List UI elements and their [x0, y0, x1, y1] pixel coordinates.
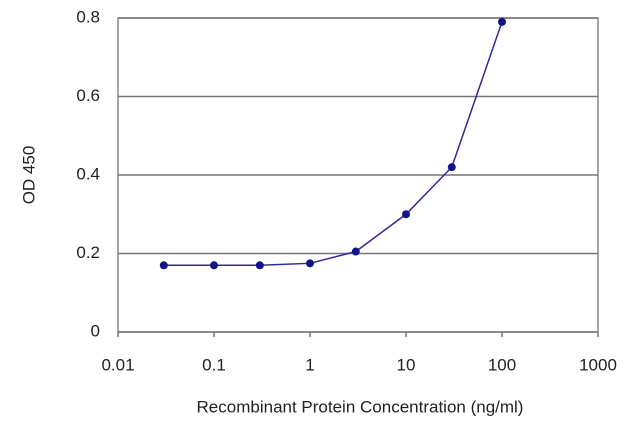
data-point — [498, 17, 506, 26]
x-tick-label: 10 — [397, 355, 416, 374]
y-tick-label: 0.2 — [76, 243, 100, 262]
data-point — [447, 163, 456, 172]
data-point — [351, 247, 360, 256]
data-point — [306, 259, 314, 268]
data-point — [210, 261, 218, 270]
x-tick-label: 0.1 — [202, 355, 226, 374]
x-axis-label: Recombinant Protein Concentration (ng/ml… — [197, 397, 524, 416]
x-tick-label: 0.01 — [101, 355, 134, 374]
data-line — [163, 21, 503, 267]
x-tick-label: 100 — [488, 355, 516, 374]
y-tick-label: 0.4 — [76, 164, 100, 183]
y-tick-label: 0.8 — [76, 7, 100, 26]
x-tick-label: 1000 — [579, 355, 617, 374]
data-point — [402, 210, 410, 219]
y-tick-label: 0.6 — [76, 86, 100, 105]
data-point — [159, 261, 168, 270]
x-tick-label: 1 — [305, 355, 314, 374]
y-tick-label: 0 — [91, 321, 100, 340]
y-axis-label: OD 450 — [19, 146, 38, 205]
data-point — [255, 261, 264, 270]
